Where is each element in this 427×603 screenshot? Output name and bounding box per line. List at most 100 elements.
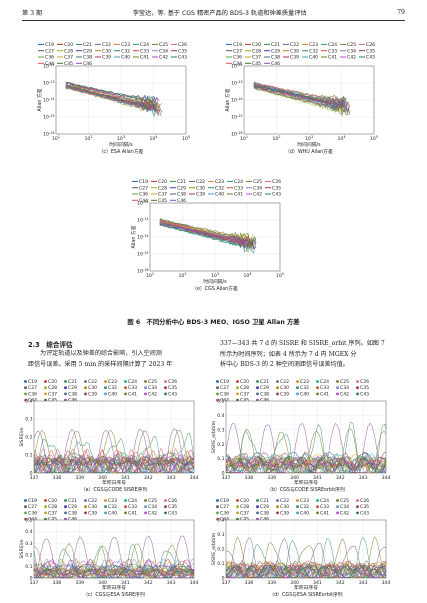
legend-label-C32: C32 <box>215 185 224 191</box>
tick-label: 343 <box>167 475 176 481</box>
panel-caption: （c）ESA Allan方差 <box>99 148 144 155</box>
legend-marker-C22 <box>276 380 279 383</box>
y-axis-label: SISRE/m <box>19 427 25 447</box>
legend-marker-C43 <box>164 392 167 396</box>
legend-marker-C39 <box>84 392 87 396</box>
series-line-C43 <box>225 567 387 578</box>
tick-label: 0.5 <box>25 518 32 524</box>
legend-marker-C26 <box>356 380 359 383</box>
legend-marker-C41 <box>316 511 319 515</box>
series-line-C43 <box>159 223 255 253</box>
legend-marker-C32 <box>104 386 107 390</box>
legend-label-C33: C33 <box>128 504 137 510</box>
legend-label-C41: C41 <box>140 55 149 61</box>
legend-label-C19: C19 <box>28 498 37 504</box>
legend-label-C22: C22 <box>290 42 299 48</box>
legend-label-C41: C41 <box>128 510 137 516</box>
legend-label-C42: C42 <box>148 391 157 397</box>
legend-marker-C21 <box>256 499 259 502</box>
legend-marker-C32 <box>104 505 107 509</box>
legend-label-C35: C35 <box>360 385 369 391</box>
legend-label-C19: C19 <box>45 42 54 48</box>
legend-marker-C42 <box>336 392 339 396</box>
tick-label: 0 <box>222 576 225 582</box>
legend-marker-C39 <box>276 511 279 515</box>
y-axis-label: SISRE/m <box>19 539 25 559</box>
legend-label-C35: C35 <box>272 185 281 191</box>
legend-marker-C24 <box>316 380 319 383</box>
legend-marker-C41 <box>124 511 127 515</box>
legend-label-C35: C35 <box>366 48 375 54</box>
series-line-C46 <box>225 564 387 579</box>
tick-label: 10-12 <box>137 200 148 207</box>
legend-label-C20: C20 <box>158 179 167 185</box>
tick-label: 101 <box>146 272 154 279</box>
tick-label: 10-14 <box>43 97 54 104</box>
legend-label-C25: C25 <box>148 379 157 385</box>
legend-label-C34: C34 <box>340 504 349 510</box>
legend-label-C40: C40 <box>309 55 318 61</box>
legend-marker-C27 <box>216 386 219 390</box>
legend-label-C20: C20 <box>240 498 249 504</box>
tick-label: 342 <box>144 580 153 586</box>
legend-marker-C24 <box>316 499 319 502</box>
legend-label-C34: C34 <box>148 504 157 510</box>
legend-marker-C44 <box>216 398 219 402</box>
legend-label-C42: C42 <box>148 510 157 516</box>
legend-marker-C34 <box>336 386 339 390</box>
legend-label-C35: C35 <box>168 504 177 510</box>
legend-label-C38: C38 <box>68 391 77 397</box>
legend-label-C36: C36 <box>28 510 37 516</box>
tick-label: 0.3 <box>25 417 32 423</box>
paragraph-right: 337—343 共 7 d 的 SISRE 和 SISRE_orbit 序列。如… <box>220 339 400 371</box>
tick-label: 337 <box>222 475 231 481</box>
tick-label: 338 <box>52 475 61 481</box>
legend-label-C33: C33 <box>234 185 243 191</box>
tick-label: 0.3 <box>217 427 224 433</box>
legend-label-C38: C38 <box>260 510 269 516</box>
legend-label-C44: C44 <box>45 61 54 67</box>
legend-marker-C27 <box>216 505 219 509</box>
tick-label: 10-14 <box>231 97 242 104</box>
tick-label: 338 <box>244 475 253 481</box>
legend-label-C45: C45 <box>158 198 167 204</box>
legend-label-C30: C30 <box>280 504 289 510</box>
legend-label-C46: C46 <box>271 61 280 67</box>
legend-label-C23: C23 <box>121 42 130 48</box>
legend-label-C27: C27 <box>45 48 54 54</box>
paragraph-right-line-1: 337—343 共 7 d 的 SISRE 和 SISRE_orbit 序列。如… <box>220 340 385 347</box>
tick-label: 10-16 <box>231 131 242 138</box>
legend-marker-C33 <box>124 505 127 509</box>
legend-marker-C32 <box>296 505 299 509</box>
panel-caption: （c）CGS与ESA SISRE序列 <box>83 591 145 598</box>
legend-marker-C27 <box>24 386 27 390</box>
legend-marker-C37 <box>236 392 239 396</box>
legend-label-C43: C43 <box>178 55 187 61</box>
series-line-C41 <box>33 543 195 574</box>
series-line-C45 <box>159 218 253 245</box>
tick-label: 103 <box>117 135 125 142</box>
legend-label-C36: C36 <box>220 391 229 397</box>
legend-label-C29: C29 <box>177 185 186 191</box>
series-line-C36 <box>225 565 387 573</box>
legend-label-C19: C19 <box>28 379 37 385</box>
tick-label: 0.1 <box>217 561 224 567</box>
legend-marker-C22 <box>84 380 87 383</box>
legend-label-C34: C34 <box>253 185 262 191</box>
legend-label-C25: C25 <box>159 42 168 48</box>
legend-label-C23: C23 <box>309 42 318 48</box>
legend-label-C42: C42 <box>340 391 349 397</box>
legend-marker-C43 <box>164 511 167 515</box>
legend-label-C28: C28 <box>240 385 249 391</box>
tick-label: 337 <box>222 580 231 586</box>
tick-label: 10-15 <box>137 251 148 258</box>
tick-label: 10-13 <box>43 80 54 87</box>
series-line-C46 <box>253 86 347 114</box>
legend-label-C33: C33 <box>328 48 337 54</box>
legend-label-C40: C40 <box>108 391 117 397</box>
series-line-C43 <box>65 81 156 107</box>
tick-label: 340 <box>290 475 299 481</box>
